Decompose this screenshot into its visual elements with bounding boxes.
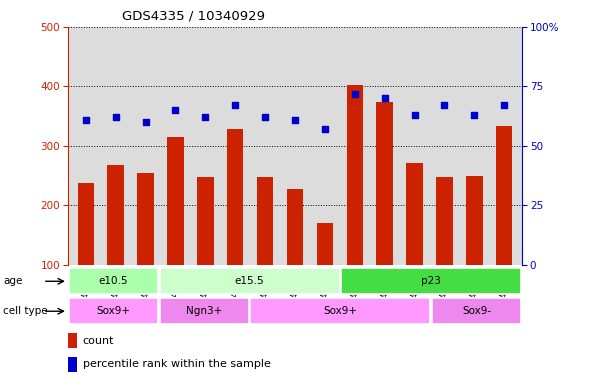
Bar [69,298,158,324]
Bar [287,189,303,324]
Text: cell type: cell type [3,306,48,316]
Point [201,114,210,121]
Bar [160,268,339,294]
Point [111,114,120,121]
Point [290,117,300,123]
Bar [496,126,513,324]
Bar [77,184,94,324]
Bar [342,268,521,294]
Point [410,112,419,118]
Bar [346,84,363,324]
Text: count: count [83,336,114,346]
Bar [137,173,154,324]
Text: GDS4335 / 10340929: GDS4335 / 10340929 [122,10,266,23]
Text: e15.5: e15.5 [235,276,264,286]
Point [320,126,330,132]
Text: p23: p23 [421,276,441,286]
Text: Sox9+: Sox9+ [96,306,130,316]
Bar [68,333,77,348]
Point [500,103,509,109]
Point [231,103,240,109]
Bar [317,223,333,324]
Bar [68,357,77,372]
Bar [251,298,430,324]
Bar [407,162,423,324]
Bar [432,298,521,324]
Bar [160,298,248,324]
Point [350,91,359,97]
Text: percentile rank within the sample: percentile rank within the sample [83,359,271,369]
Text: Sox9-: Sox9- [462,306,491,316]
Point [81,117,90,123]
Bar [197,177,214,324]
Point [380,95,389,101]
Point [470,112,479,118]
Bar [69,268,158,294]
Bar [167,137,183,324]
Text: e10.5: e10.5 [99,276,128,286]
Bar [257,177,273,324]
Point [171,107,180,113]
Text: Sox9+: Sox9+ [323,306,358,316]
Point [141,119,150,125]
Point [440,103,449,109]
Bar [227,129,244,324]
Text: Ngn3+: Ngn3+ [186,306,222,316]
Bar [466,176,483,324]
Bar [376,103,393,324]
Bar [107,165,124,324]
Bar [436,177,453,324]
Point [260,114,270,121]
Text: age: age [3,276,22,286]
